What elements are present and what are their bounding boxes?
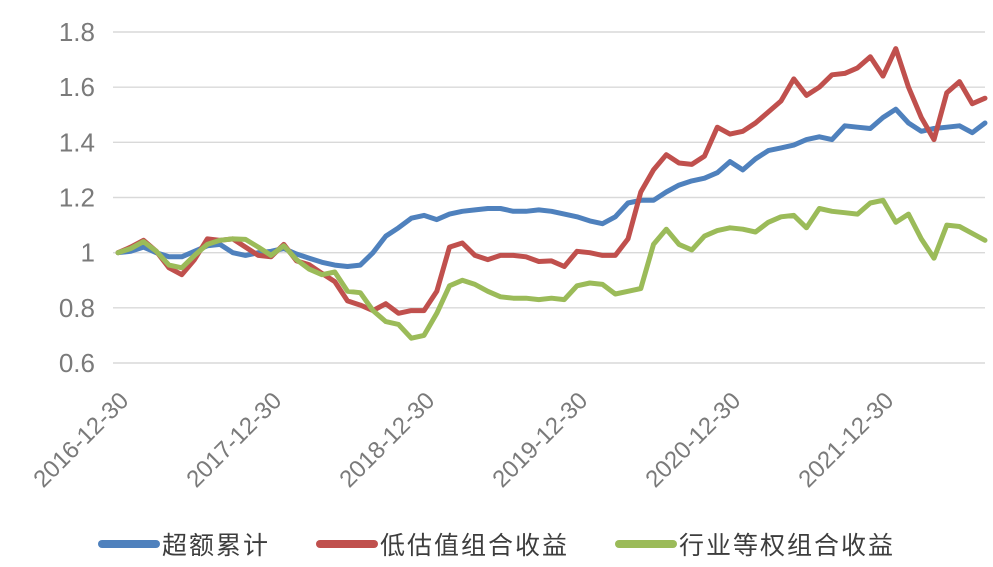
x-axis-tick-label: 2016-12-30 [28, 387, 134, 493]
x-axis-tick-label: 2021-12-30 [793, 387, 899, 493]
y-axis-tick-label: 1.4 [59, 127, 95, 157]
legend-marker-line-icon [615, 540, 677, 548]
legend-marker-line-icon [97, 540, 160, 548]
y-axis-tick-label: 1.2 [59, 183, 95, 213]
legend-label: 行业等权组合收益 [679, 532, 896, 560]
x-axis-tick-label: 2018-12-30 [334, 387, 440, 493]
legend-item-industry-equal-weight-portfolio-return: 行业等权组合收益 [615, 526, 895, 562]
y-axis-tick-label: 0.6 [59, 348, 95, 378]
legend-label: 超额累计 [161, 532, 270, 560]
legend-label: 低估值组合收益 [379, 532, 569, 560]
legend-marker-line-icon [315, 540, 378, 548]
y-axis-tick-label: 1 [81, 238, 95, 268]
y-axis-tick-label: 1.6 [59, 72, 95, 102]
series-line-low-valuation-portfolio-return [115, 46, 988, 316]
x-axis-tick-label: 2019-12-30 [487, 387, 593, 493]
x-axis-tick-label: 2020-12-30 [640, 387, 746, 493]
plot-area: 0.6 0.8 1 1.2 1.4 1.6 1.8 2016-12-30 2017-12-30 2… [28, 17, 988, 493]
series-line-industry-equal-weight-portfolio-return [115, 197, 988, 341]
chart-legend: 超额累计 低估值组合收益 行业等权组合收益 [0, 526, 993, 562]
legend-item-excess-cumulative: 超额累计 [97, 526, 270, 562]
legend-item-low-valuation-portfolio-return: 低估值组合收益 [315, 526, 569, 562]
x-axis-tick-label: 2017-12-30 [181, 387, 287, 493]
y-axis-tick-label: 0.8 [59, 293, 95, 323]
y-axis-tick-label: 1.8 [59, 17, 95, 47]
